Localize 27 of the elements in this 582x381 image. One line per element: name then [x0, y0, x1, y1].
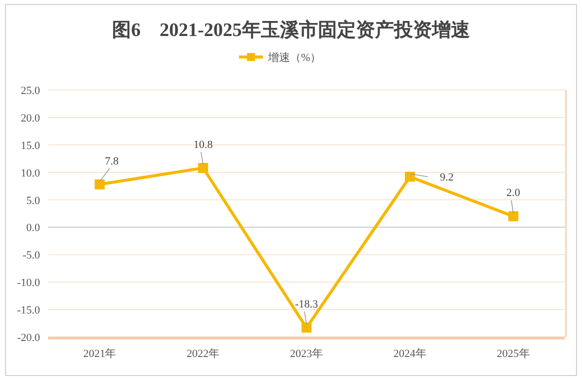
y-tick-label: 20.0 [20, 112, 40, 124]
y-tick-label: 0.0 [26, 222, 40, 234]
x-tick-label: 2025年 [496, 348, 530, 360]
y-tick-label: -5.0 [22, 250, 40, 262]
point [404, 172, 415, 182]
x-tick-label: 2021年 [83, 348, 116, 360]
y-tick-label: 25.0 [20, 85, 40, 97]
y-tick-label: 5.0 [26, 194, 40, 207]
x-tick-label: 2024年 [393, 348, 426, 360]
y-tick-label: 15.0 [20, 140, 40, 152]
data-label: -18.3 [295, 298, 318, 311]
point [508, 211, 518, 222]
legend-label: 增速（%） [267, 51, 322, 64]
x-tick-label: 2022年 [186, 348, 220, 360]
point [302, 322, 312, 333]
data-label: 10.8 [193, 138, 214, 151]
x-tick-label: 2023年 [290, 348, 323, 360]
y-tick-label: 10.0 [20, 167, 40, 180]
y-tick-label: -20.0 [17, 332, 40, 344]
y-tick-label: -15.0 [17, 304, 40, 317]
data-label: 7.8 [104, 155, 120, 168]
chart-title: 图6 2021-2025年玉溪市固定资产投资增速 [112, 19, 470, 41]
point [94, 179, 105, 190]
point [198, 162, 208, 173]
y-tick-label: -10.0 [17, 277, 40, 290]
data-label: 9.2 [440, 172, 454, 184]
data-label: 2.0 [506, 187, 521, 200]
